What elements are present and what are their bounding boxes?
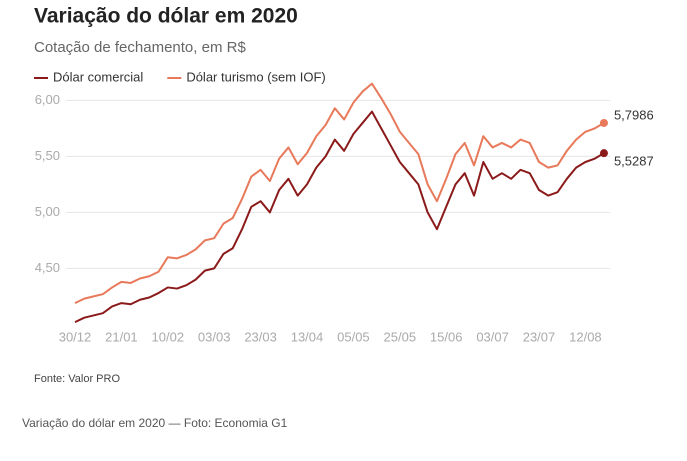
chart-subtitle: Cotação de fechamento, em R$ (34, 39, 246, 56)
chart-title: Variação do dólar em 2020 (34, 5, 298, 28)
end-point (599, 118, 608, 127)
y-tick-label: 6,00 (35, 92, 60, 107)
x-tick-label: 03/07 (476, 329, 509, 344)
value-label: 5,7986 (614, 107, 654, 122)
x-tick-label: 25/05 (384, 329, 417, 344)
y-tick-label: 5,00 (35, 204, 60, 219)
x-tick-label: 03/03 (198, 329, 231, 344)
value-label: 5,5287 (614, 154, 654, 169)
source: Fonte: Valor PRO (34, 373, 120, 385)
line-series (74, 82, 605, 305)
x-tick-label: 13/04 (291, 329, 324, 344)
x-tick-label: 12/08 (569, 329, 602, 344)
end-point (599, 149, 608, 158)
line-series (74, 110, 605, 324)
x-tick-label: 15/06 (430, 329, 463, 344)
x-tick-label: 05/05 (337, 329, 370, 344)
caption: Variação do dólar em 2020 — Foto: Econom… (22, 416, 288, 430)
x-tick-label: 23/07 (523, 329, 556, 344)
legend-label: Dólar turismo (sem IOF) (186, 69, 325, 84)
x-tick-label: 21/01 (105, 329, 138, 344)
y-tick-label: 4,50 (35, 260, 60, 275)
y-tick-label: 5,50 (35, 148, 60, 163)
x-tick-label: 23/03 (244, 329, 277, 344)
x-tick-label: 10/02 (152, 329, 185, 344)
legend-label: Dólar comercial (53, 69, 143, 84)
x-tick-label: 30/12 (59, 329, 92, 344)
